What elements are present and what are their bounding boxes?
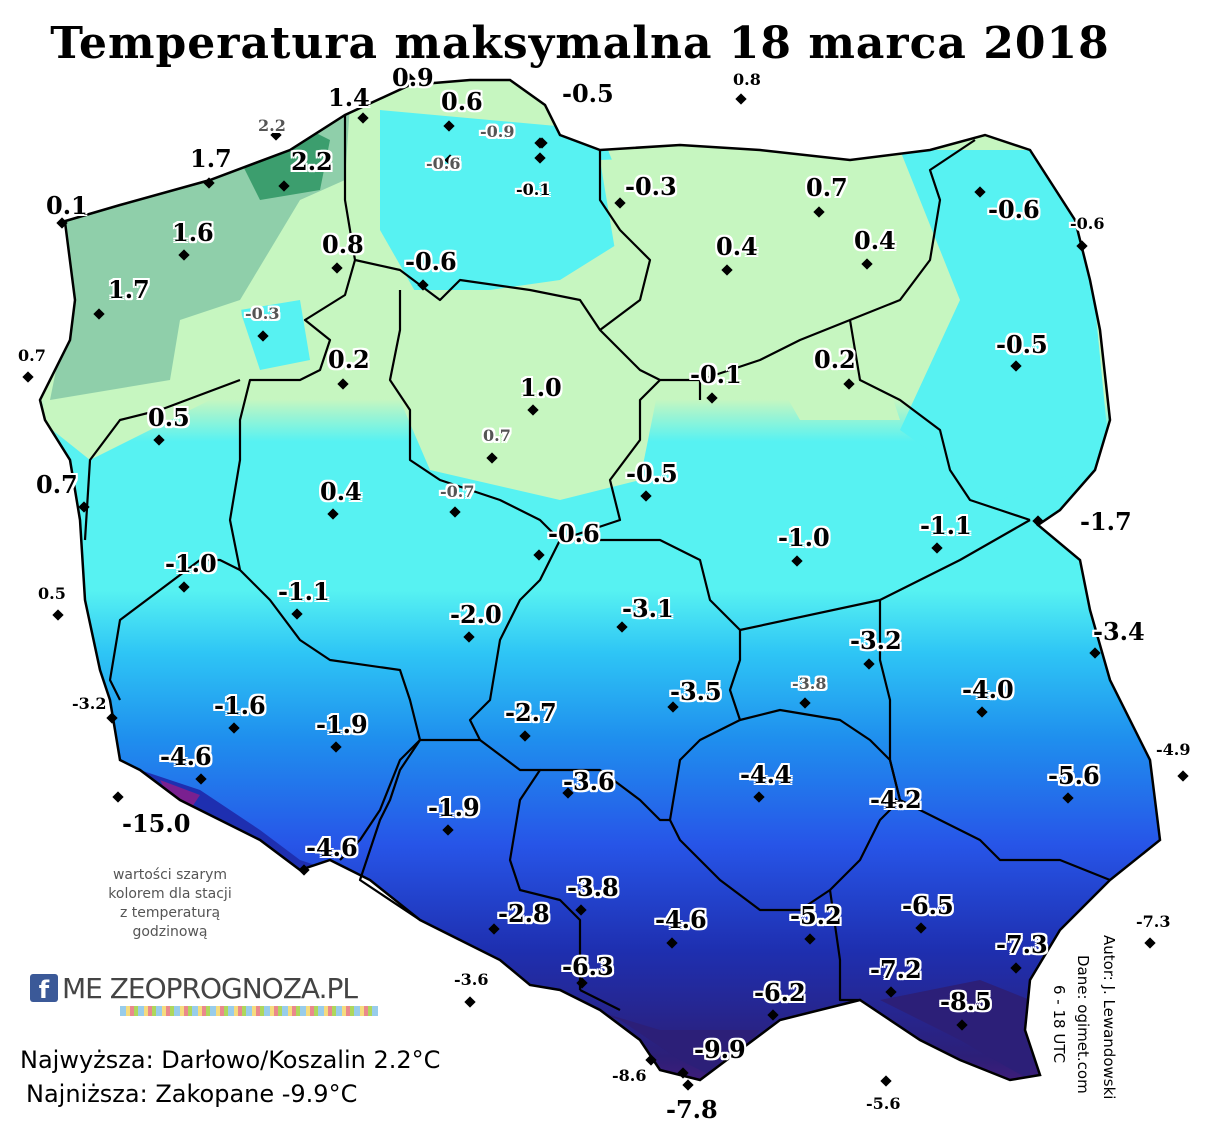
station-temperature-label: -0.5 xyxy=(562,79,614,108)
station-temperature-label: 0.5 xyxy=(38,584,66,603)
station-temperature-label: 0.7 xyxy=(36,470,78,499)
station-temperature-label: -6.2 xyxy=(754,978,806,1007)
station-temperature-label: -3.8 xyxy=(567,873,619,902)
max-temperature-summary: Najwyższa: Darłowo/Koszalin 2.2°C xyxy=(20,1046,441,1074)
station-temperature-label: -15.0 xyxy=(122,809,191,838)
station-temperature-label: -4.6 xyxy=(306,833,358,862)
station-temperature-label: -7.8 xyxy=(666,1095,718,1124)
station-temperature-label: -3.6 xyxy=(454,970,489,989)
station-temperature-label: -3.8 xyxy=(792,674,827,693)
station-temperature-label: -2.8 xyxy=(498,899,550,928)
station-temperature-label: -7.2 xyxy=(870,955,922,984)
station-temperature-label: -4.6 xyxy=(160,742,212,771)
grey-values-note: wartości szarym kolorem dla stacji z tem… xyxy=(80,866,260,942)
station-temperature-label: -7.3 xyxy=(996,930,1048,959)
station-temperature-label: -5.2 xyxy=(790,901,842,930)
station-temperature-label: 0.9 xyxy=(392,63,434,92)
station-temperature-label: -6.3 xyxy=(562,952,614,981)
station-temperature-label: -5.6 xyxy=(866,1094,901,1113)
station-temperature-label: -0.9 xyxy=(480,122,515,141)
station-temperature-label: -2.0 xyxy=(450,600,502,629)
note-line: z temperaturą xyxy=(119,905,221,921)
station-temperature-label: 1.7 xyxy=(108,275,150,304)
station-temperature-label: -0.6 xyxy=(1070,214,1105,233)
station-temperature-label: -1.9 xyxy=(316,710,368,739)
station-temperature-label: 0.8 xyxy=(733,70,761,89)
station-temperature-label: 0.4 xyxy=(320,477,362,506)
station-temperature-label: -2.7 xyxy=(505,698,557,727)
station-temperature-label: -9.9 xyxy=(694,1035,746,1064)
station-temperature-label: 1.4 xyxy=(328,83,370,112)
station-temperature-label: -4.2 xyxy=(870,785,922,814)
station-temperature-label: -6.5 xyxy=(902,891,954,920)
station-temperature-label: -0.5 xyxy=(996,330,1048,359)
station-temperature-label: 0.2 xyxy=(814,345,856,374)
station-temperature-label: -8.6 xyxy=(612,1066,647,1085)
station-temperature-label: -0.1 xyxy=(516,180,551,199)
station-temperature-label: -0.6 xyxy=(426,154,461,173)
meteoprognoza-logo[interactable]: f ME ZEOPROGNOZA.PL xyxy=(30,968,358,1008)
station-temperature-label: 0.4 xyxy=(854,226,896,255)
station-temperature-label: -3.1 xyxy=(622,594,674,623)
station-temperature-label: 1.7 xyxy=(190,144,232,173)
note-line: kolorem dla stacji xyxy=(108,886,232,902)
station-temperature-label: -3.2 xyxy=(850,626,902,655)
station-temperature-label: -0.7 xyxy=(440,482,475,501)
station-temperature-label: 2.2 xyxy=(291,147,333,176)
facebook-icon[interactable]: f xyxy=(30,974,58,1004)
station-temperature-label: -4.0 xyxy=(962,675,1014,704)
station-temperature-label: -8.5 xyxy=(940,987,992,1016)
note-line: wartości szarym xyxy=(112,867,228,883)
station-temperature-label: -0.1 xyxy=(690,360,742,389)
station-temperature-label: -0.3 xyxy=(245,304,280,323)
station-temperature-label: 0.2 xyxy=(328,345,370,374)
station-temperature-label: -1.7 xyxy=(1080,507,1132,536)
station-temperature-label: -3.6 xyxy=(563,767,615,796)
station-temperature-label: -0.6 xyxy=(405,247,457,276)
station-temperature-label: -0.6 xyxy=(548,519,600,548)
author-credit: Autor: J. Lewandowski xyxy=(1100,935,1118,1100)
station-temperature-label: -3.5 xyxy=(670,677,722,706)
logo-bar xyxy=(120,1006,378,1016)
station-temperature-label: -7.3 xyxy=(1136,912,1171,931)
station-temperature-label: -4.9 xyxy=(1156,740,1191,759)
station-temperature-label: 0.7 xyxy=(18,346,46,365)
station-temperature-label: -1.1 xyxy=(920,511,972,540)
station-temperature-label: 0.7 xyxy=(483,426,511,445)
min-temperature-summary: Najniższa: Zakopane -9.9°C xyxy=(26,1080,358,1108)
map-title: Temperatura maksymalna 18 marca 2018 xyxy=(50,18,1110,69)
station-temperature-label: 0.6 xyxy=(441,87,483,116)
station-temperature-label: -1.6 xyxy=(214,691,266,720)
station-temperature-label: 0.1 xyxy=(46,191,88,220)
station-temperature-label: -0.3 xyxy=(625,172,677,201)
logo-text: ME ZEOPROGNOZA.PL xyxy=(62,971,358,1005)
station-temperature-label: 0.7 xyxy=(806,173,848,202)
station-temperature-label: -0.6 xyxy=(988,195,1040,224)
station-temperature-label: -3.4 xyxy=(1093,617,1145,646)
station-temperature-label: -1.9 xyxy=(428,793,480,822)
station-temperature-label: -5.6 xyxy=(1048,761,1100,790)
station-temperature-label: -1.0 xyxy=(778,523,830,552)
note-line: godzinową xyxy=(132,924,208,940)
station-temperature-label: 0.5 xyxy=(148,403,190,432)
station-temperature-label: -4.6 xyxy=(655,905,707,934)
station-temperature-label: -0.5 xyxy=(626,459,678,488)
station-temperature-label: 0.8 xyxy=(322,230,364,259)
station-temperature-label: -1.0 xyxy=(165,549,217,578)
station-temperature-label: -4.4 xyxy=(740,760,792,789)
data-source-credit: Dane: ogimet.com xyxy=(1074,955,1092,1094)
station-temperature-label: 0.4 xyxy=(716,232,758,261)
station-temperature-label: -1.1 xyxy=(278,577,330,606)
station-temperature-label: -3.2 xyxy=(72,694,107,713)
period-credit: 6 - 18 UTC xyxy=(1050,985,1068,1064)
station-temperature-label: 1.0 xyxy=(520,373,562,402)
station-temperature-label: 2.2 xyxy=(258,116,286,135)
station-temperature-label: 1.6 xyxy=(172,218,214,247)
